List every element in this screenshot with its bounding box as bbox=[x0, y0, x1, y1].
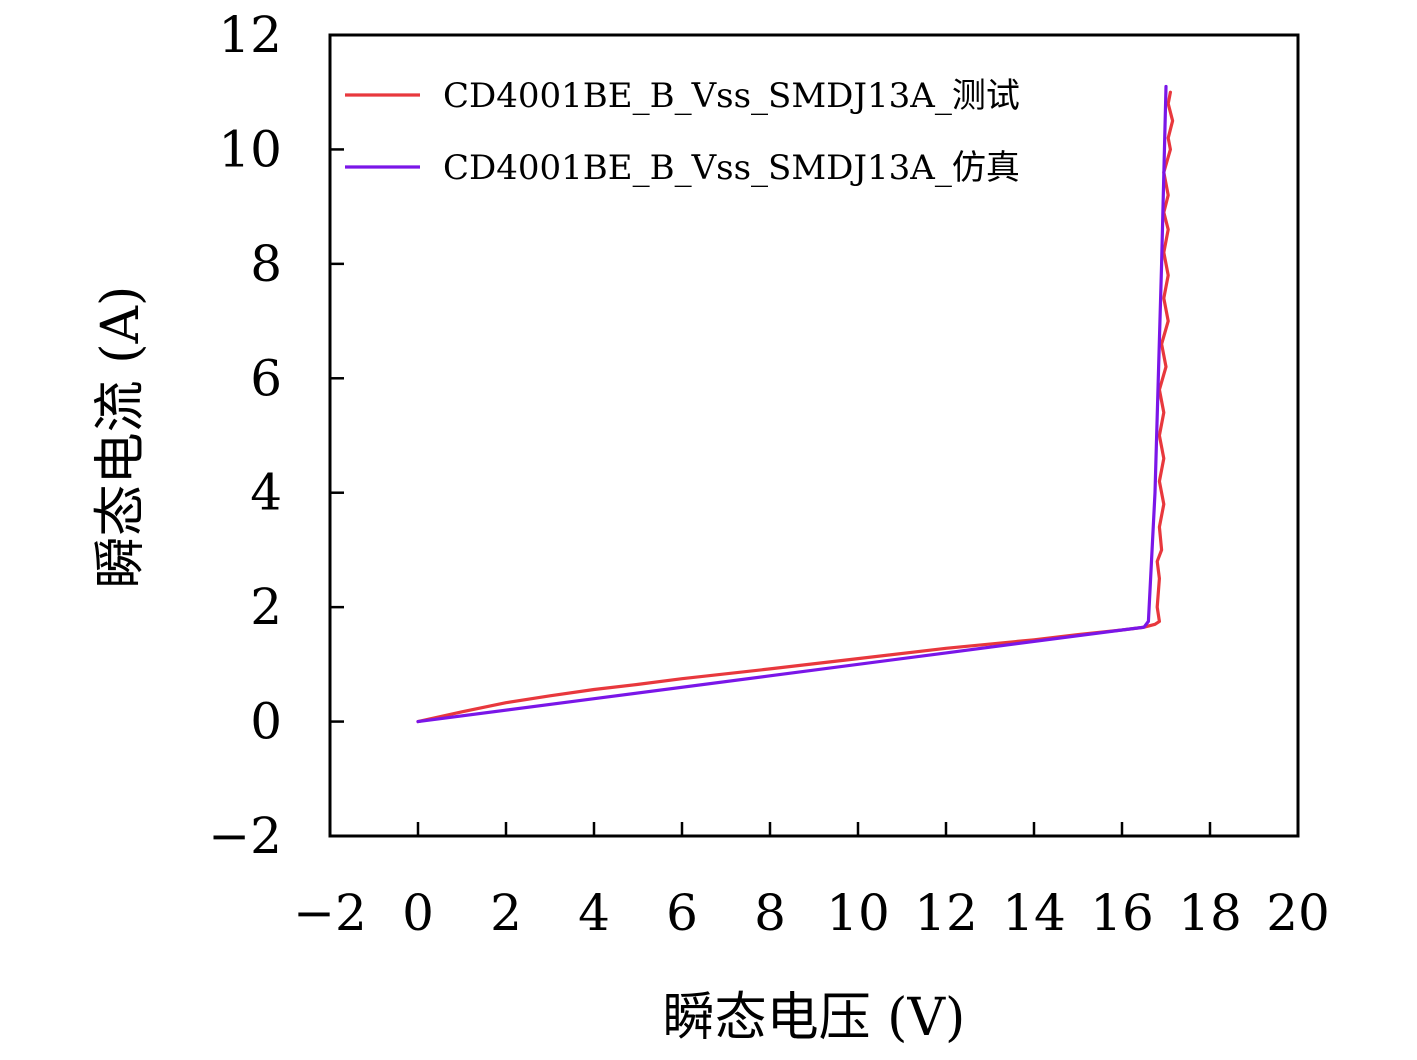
y-tick-label: 10 bbox=[218, 120, 282, 178]
x-tick-label: 6 bbox=[666, 884, 698, 942]
x-tick-label: 2 bbox=[490, 884, 522, 942]
series-layer bbox=[416, 84, 1175, 724]
legend-label-2: CD4001BE_B_Vss_SMDJ13A_仿真 bbox=[443, 148, 1020, 188]
legend: CD4001BE_B_Vss_SMDJ13A_测试 CD4001BE_B_Vss_… bbox=[345, 76, 1020, 188]
x-tick-label: 18 bbox=[1178, 884, 1242, 942]
y-tick-label: 12 bbox=[218, 6, 282, 64]
x-tick-label: −2 bbox=[293, 884, 367, 942]
x-tick-label: 10 bbox=[826, 884, 890, 942]
y-tick-label: 6 bbox=[250, 349, 282, 407]
x-tick-label: 4 bbox=[578, 884, 610, 942]
x-tick-label: 12 bbox=[914, 884, 978, 942]
legend-label-1: CD4001BE_B_Vss_SMDJ13A_测试 bbox=[443, 76, 1020, 116]
y-tick-label: 8 bbox=[250, 235, 282, 293]
y-tick-label: 4 bbox=[250, 464, 282, 522]
x-tick-label: 14 bbox=[1002, 884, 1066, 942]
series-line-2 bbox=[416, 84, 1168, 724]
x-tick-label: 8 bbox=[754, 884, 786, 942]
x-axis-title: 瞬态电压 (V) bbox=[663, 988, 966, 1048]
x-tick-label: 0 bbox=[402, 884, 434, 942]
plot-frame bbox=[328, 33, 1300, 838]
y-tick-label: 0 bbox=[250, 693, 282, 751]
x-tick-label: 16 bbox=[1090, 884, 1154, 942]
y-tick-label: −2 bbox=[208, 807, 282, 865]
y-axis-title: 瞬态电流 (A) bbox=[91, 286, 151, 589]
y-tick-label: 2 bbox=[250, 578, 282, 636]
x-tick-label: 20 bbox=[1266, 884, 1330, 942]
